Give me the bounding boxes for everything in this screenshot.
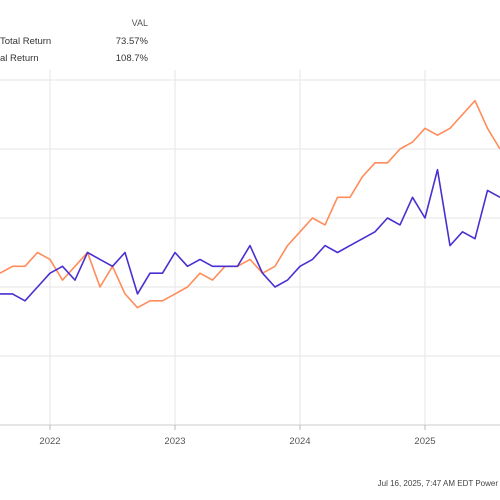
legend-series-name: al Return [0,53,39,64]
legend-value-header: VAL [132,18,148,28]
series-line-total-return[interactable] [0,99,500,309]
series-layer [0,99,500,309]
timestamp-footer: Jul 16, 2025, 7:47 AM EDT Power [378,479,499,488]
x-axis-ticks: 2022 2023 2024 2025 [39,425,436,447]
legend-series-name: Total Return [0,36,51,47]
x-tick-label: 2022 [39,436,60,447]
x-tick-label: 2024 [289,436,310,447]
legend-row-al-return[interactable]: al Return 108.7% [0,53,149,64]
series-line-al-return[interactable] [0,168,500,302]
gridlines [0,70,500,426]
legend-series-value: 108.7% [116,53,149,64]
legend-series-value: 73.57% [116,36,149,47]
x-tick-label: 2025 [414,436,435,447]
x-tick-label: 2023 [164,436,185,447]
legend-row-total-return[interactable]: Total Return 73.57% [0,36,149,47]
